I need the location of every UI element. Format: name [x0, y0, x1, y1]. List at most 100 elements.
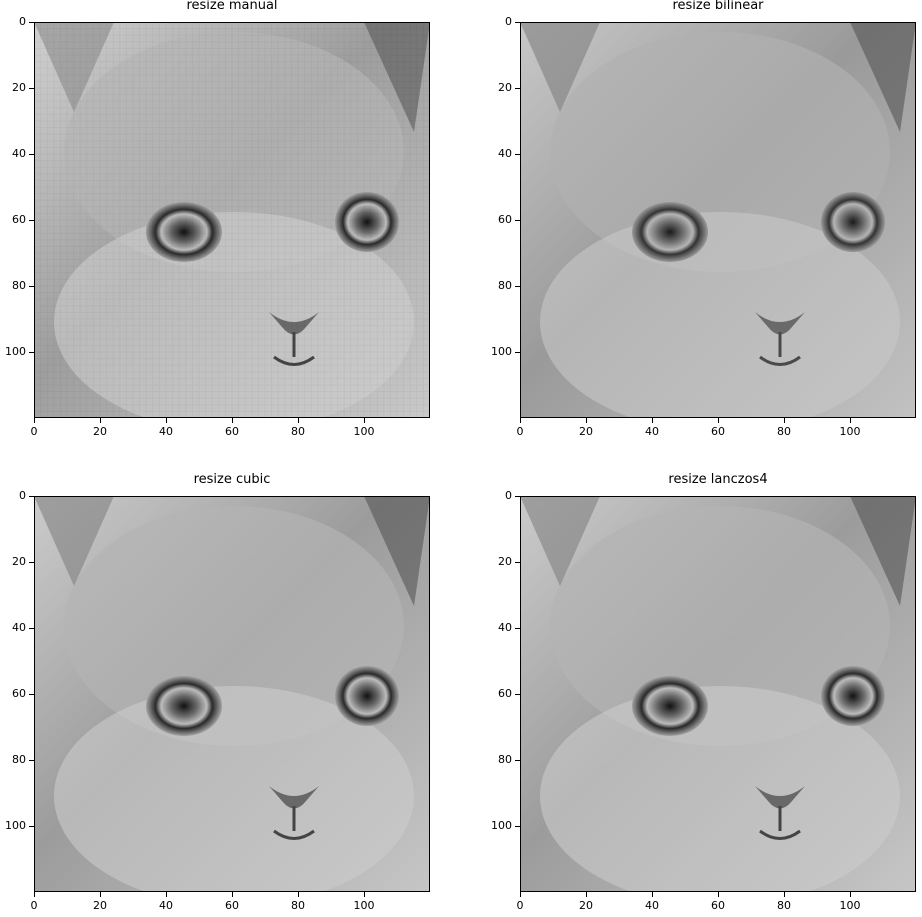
y-tick-mark	[29, 154, 34, 155]
x-tick-label: 100	[353, 425, 375, 438]
x-tick-mark	[34, 418, 35, 423]
y-tick-mark	[515, 286, 520, 287]
panel-title: resize bilinear	[672, 0, 764, 13]
y-tick-label: 80	[12, 279, 26, 292]
x-tick-mark	[850, 892, 851, 897]
x-tick-label: 80	[777, 425, 791, 438]
x-tick-mark	[586, 892, 587, 897]
y-tick-mark	[515, 826, 520, 827]
x-tick-mark	[520, 418, 521, 423]
x-tick-label: 0	[516, 425, 524, 438]
x-tick-mark	[784, 892, 785, 897]
x-tick-mark	[232, 892, 233, 897]
x-tick-mark	[784, 418, 785, 423]
x-tick-label: 100	[839, 425, 861, 438]
panel-resize-bilinear: resize bilinear 0 20 40 60 80 100 0 20 40 6	[491, 0, 916, 438]
y-tick-label: 0	[19, 15, 26, 28]
x-tick-label: 80	[777, 899, 791, 912]
x-tick-mark	[34, 892, 35, 897]
y-tick-mark	[515, 220, 520, 221]
x-tick-label: 60	[711, 425, 725, 438]
y-tick-mark	[515, 154, 520, 155]
y-tick-label: 100	[491, 819, 512, 832]
y-tick-label: 40	[12, 147, 26, 160]
y-tick-label: 0	[505, 15, 512, 28]
y-tick-label: 40	[498, 621, 512, 634]
y-tick-label: 0	[505, 489, 512, 502]
x-tick-mark	[100, 418, 101, 423]
y-tick-mark	[29, 22, 34, 23]
y-tick-label: 80	[498, 753, 512, 766]
x-tick-mark	[166, 418, 167, 423]
panel-resize-cubic: resize cubic 0 20 40 60 80 100 0 20 40 60 80	[5, 472, 430, 912]
x-tick-label: 60	[225, 899, 239, 912]
x-tick-label: 100	[839, 899, 861, 912]
x-tick-label: 40	[645, 425, 659, 438]
x-tick-mark	[718, 418, 719, 423]
x-tick-mark	[100, 892, 101, 897]
x-tick-mark	[364, 418, 365, 423]
x-tick-mark	[232, 418, 233, 423]
x-tick-label: 0	[30, 425, 38, 438]
y-tick-label: 100	[5, 819, 26, 832]
y-tick-mark	[29, 694, 34, 695]
kitten-image-manual	[34, 22, 430, 418]
y-tick-label: 40	[498, 147, 512, 160]
x-tick-label: 20	[579, 899, 593, 912]
x-tick-mark	[520, 892, 521, 897]
y-tick-label: 100	[5, 345, 26, 358]
panel-title: resize cubic	[193, 472, 271, 487]
y-tick-label: 20	[498, 555, 512, 568]
y-tick-label: 100	[491, 345, 512, 358]
x-tick-label: 40	[159, 425, 173, 438]
y-tick-mark	[515, 88, 520, 89]
x-tick-mark	[718, 892, 719, 897]
x-tick-mark	[166, 892, 167, 897]
y-tick-mark	[515, 562, 520, 563]
y-tick-mark	[29, 826, 34, 827]
y-tick-label: 60	[498, 687, 512, 700]
x-tick-label: 20	[93, 425, 107, 438]
y-tick-mark	[29, 220, 34, 221]
y-tick-label: 60	[12, 213, 26, 226]
panel-resize-manual: resize manual	[5, 0, 430, 438]
x-tick-label: 80	[291, 425, 305, 438]
x-tick-label: 40	[159, 899, 173, 912]
x-tick-mark	[298, 892, 299, 897]
kitten-image-bilinear	[520, 22, 916, 418]
panel-title: resize manual	[186, 0, 278, 13]
y-tick-label: 20	[12, 81, 26, 94]
y-tick-label: 80	[12, 753, 26, 766]
x-tick-mark	[298, 418, 299, 423]
x-tick-mark	[364, 892, 365, 897]
y-tick-label: 40	[12, 621, 26, 634]
y-tick-label: 60	[12, 687, 26, 700]
y-tick-mark	[515, 22, 520, 23]
y-tick-mark	[29, 628, 34, 629]
panel-title: resize lanczos4	[668, 472, 768, 487]
x-tick-label: 20	[93, 899, 107, 912]
y-tick-label: 20	[498, 81, 512, 94]
y-tick-mark	[515, 694, 520, 695]
x-tick-mark	[652, 418, 653, 423]
x-tick-label: 100	[353, 899, 375, 912]
x-tick-mark	[652, 892, 653, 897]
x-tick-label: 40	[645, 899, 659, 912]
x-tick-label: 20	[579, 425, 593, 438]
kitten-image-cubic	[34, 496, 430, 892]
x-tick-mark	[850, 418, 851, 423]
y-tick-label: 20	[12, 555, 26, 568]
y-tick-mark	[29, 562, 34, 563]
y-tick-mark	[515, 628, 520, 629]
y-tick-mark	[29, 88, 34, 89]
y-tick-mark	[515, 352, 520, 353]
x-tick-mark	[586, 418, 587, 423]
y-tick-mark	[29, 352, 34, 353]
y-tick-label: 0	[19, 489, 26, 502]
y-tick-mark	[515, 760, 520, 761]
x-tick-label: 0	[516, 899, 524, 912]
y-tick-mark	[29, 496, 34, 497]
x-tick-label: 0	[30, 899, 38, 912]
y-tick-mark	[515, 496, 520, 497]
x-tick-label: 60	[711, 899, 725, 912]
